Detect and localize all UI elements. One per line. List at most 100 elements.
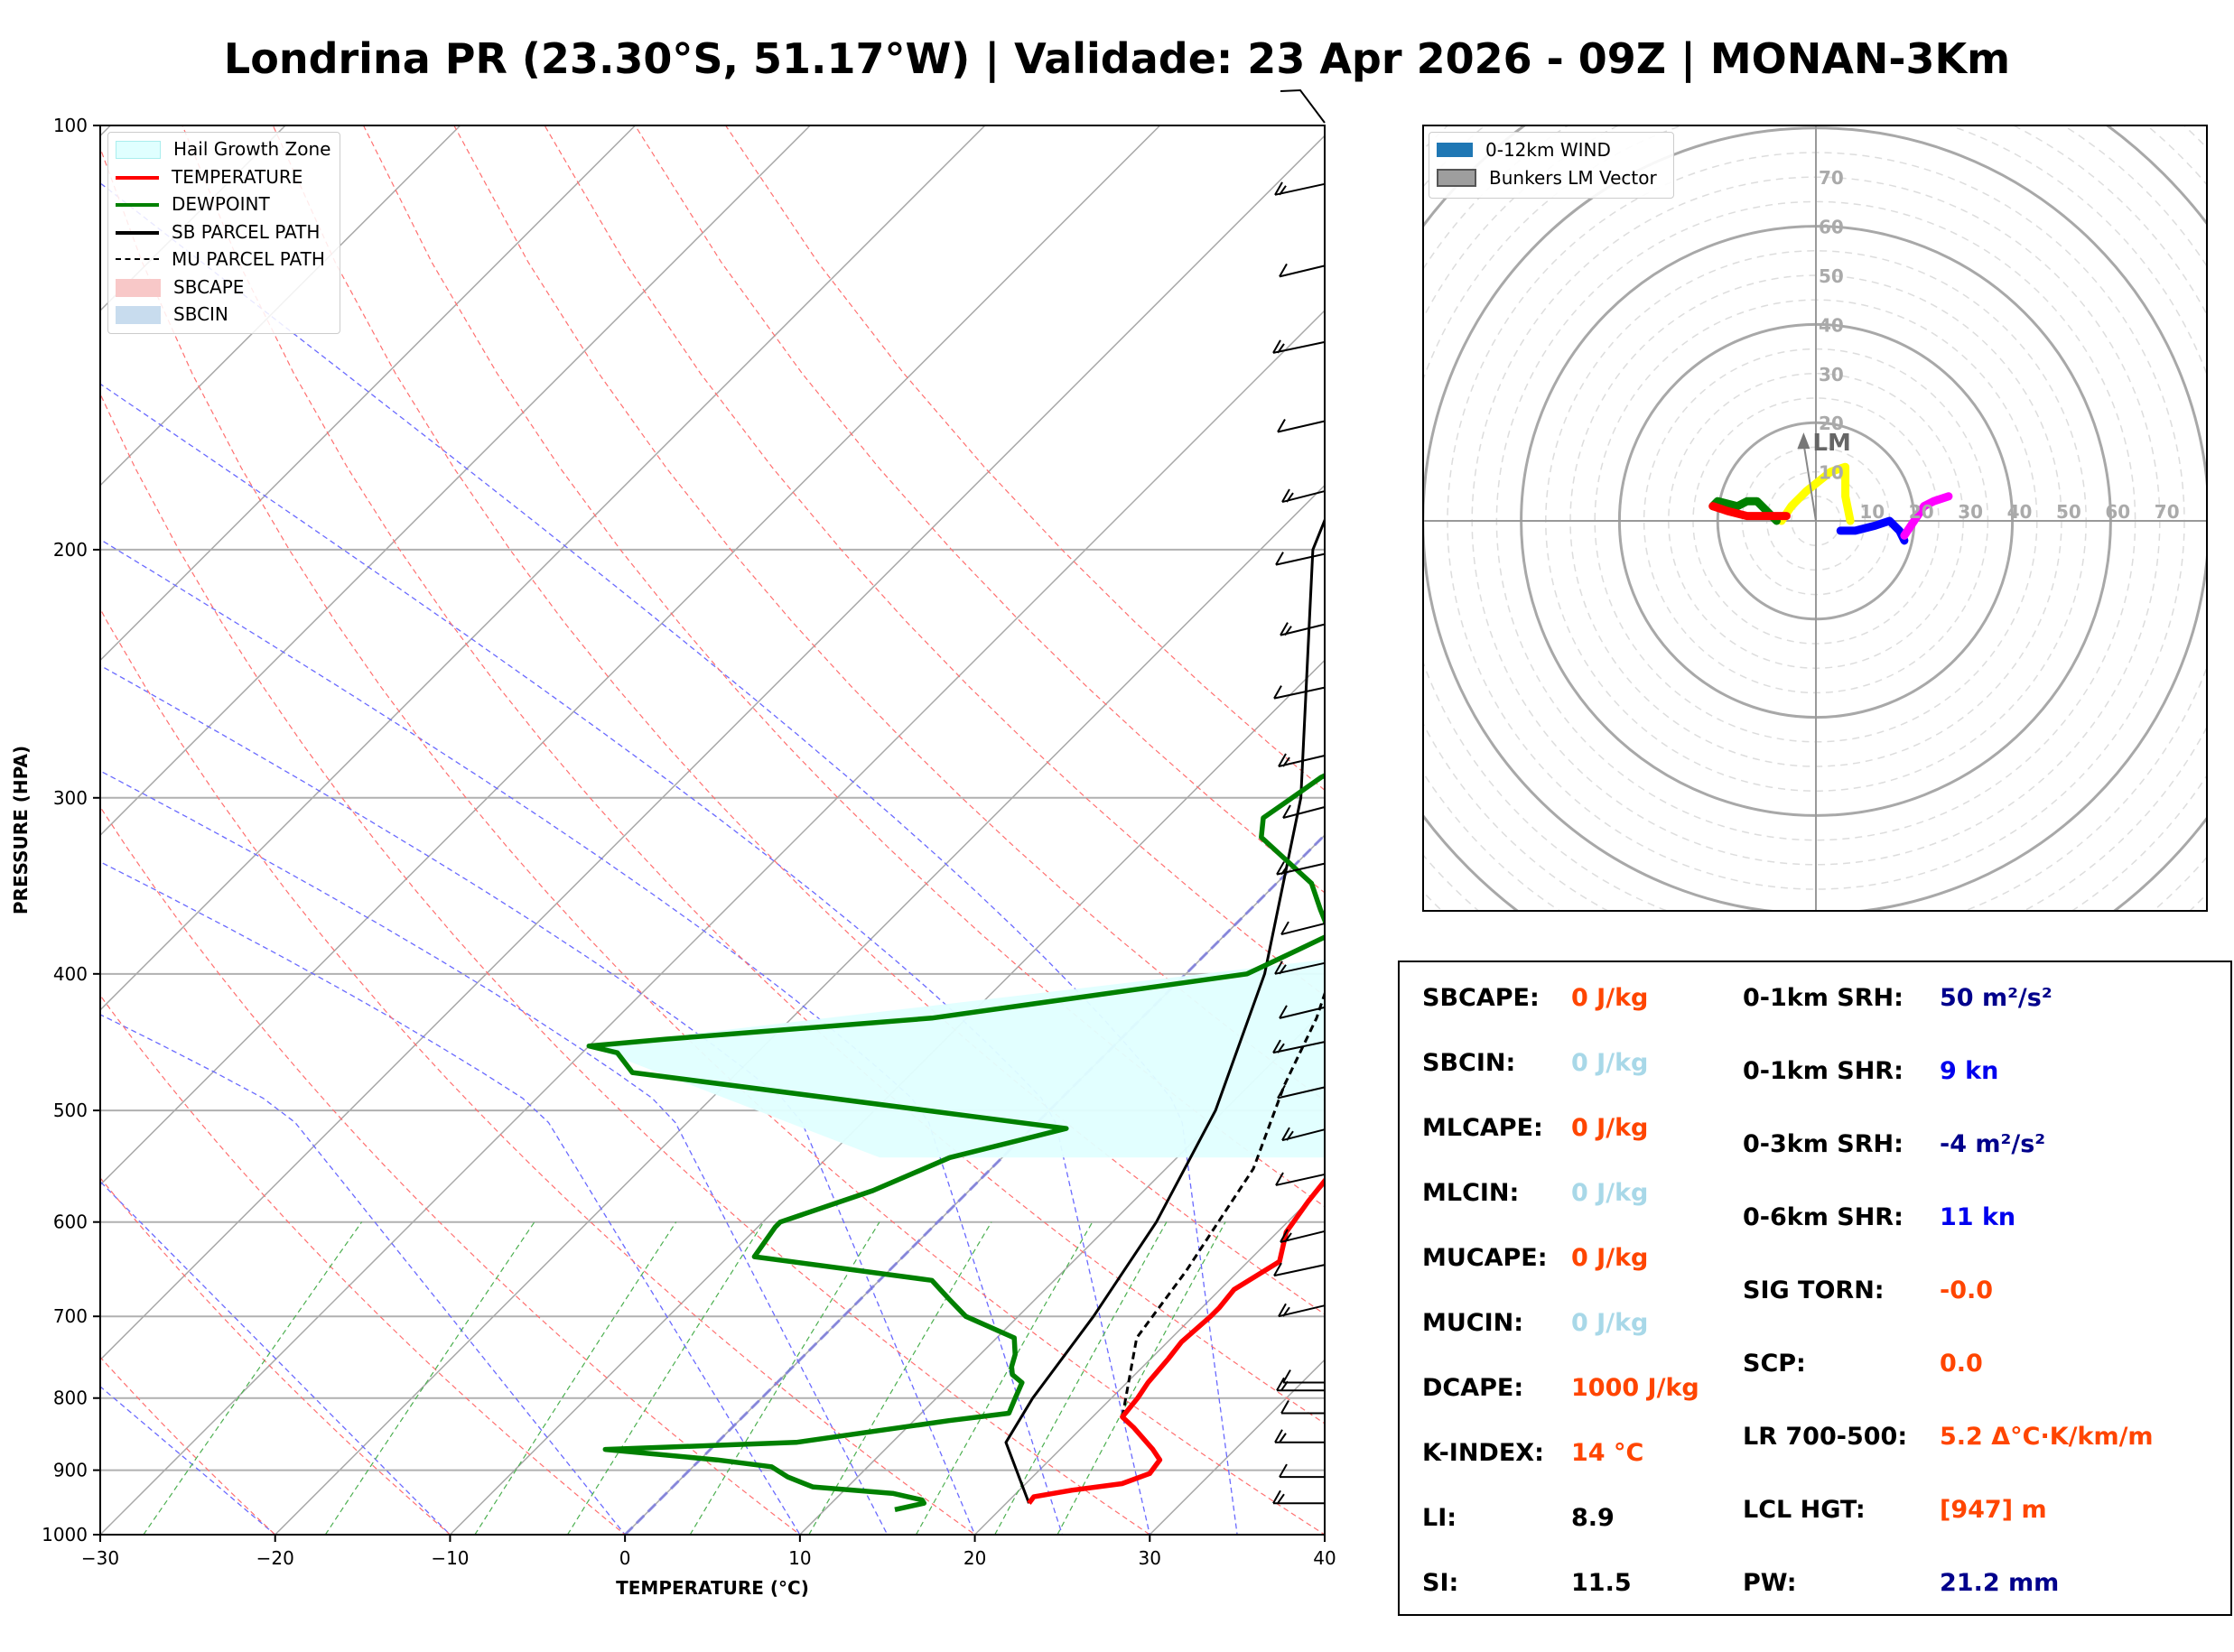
wind-barb — [1280, 921, 1326, 936]
ring-label-y: 70 — [1819, 167, 1844, 189]
mixing-ratio-line — [143, 1221, 363, 1535]
isotherm-line — [100, 135, 1325, 1361]
legend-label: Hail Growth Zone — [173, 138, 331, 160]
wind-barb — [1280, 1399, 1325, 1415]
wind-barb — [1276, 861, 1326, 876]
x-tick-label: 20 — [963, 1547, 986, 1569]
stat-label: PW: — [1743, 1569, 1797, 1597]
hodograph-ring — [1251, 0, 2234, 1086]
stat-value: 0 J/kg — [1571, 1179, 1649, 1207]
wind-barb — [1281, 1127, 1326, 1142]
y-tick-label: 400 — [53, 963, 88, 985]
dry-adiabat — [100, 608, 976, 1535]
y-tick-label: 600 — [53, 1211, 88, 1233]
wind-barb — [1279, 1463, 1325, 1479]
wind-barb — [1282, 1369, 1325, 1384]
hodograph-legend: 0-12km WIND Bunkers LM Vector — [1429, 132, 1674, 199]
wind-barb — [1280, 88, 1326, 124]
dry-adiabat — [725, 125, 1325, 792]
ring-label-y: 30 — [1819, 364, 1844, 385]
ring-label-x: 10 — [1859, 501, 1885, 523]
dry-adiabat — [100, 393, 1151, 1535]
mixing-ratio-line — [324, 1221, 535, 1535]
hodograph-segment — [1777, 462, 1855, 525]
isotherm-line — [100, 309, 1325, 1535]
lm-annotation: LM — [1812, 430, 1850, 457]
stat-label: DCAPE: — [1422, 1374, 1524, 1402]
skewt-legend: Hail Growth Zone TEMPERATURE DEWPOINT SB PA… — [107, 132, 340, 334]
hodograph-ring — [1226, 0, 2234, 1110]
legend-swatch — [116, 278, 161, 297]
ring-label-x: 70 — [2155, 501, 2180, 523]
dry-adiabat — [100, 806, 801, 1535]
x-axis-label: TEMPERATURE (°C) — [616, 1577, 809, 1599]
legend-label: SBCAPE — [173, 275, 245, 298]
hodograph-segment — [1708, 497, 1781, 525]
y-tick-label: 700 — [53, 1305, 88, 1327]
wind-barb — [1274, 181, 1326, 196]
stat-value: 5.2 Δ°C·K/km/m — [1940, 1423, 2154, 1451]
dry-adiabat — [100, 146, 1325, 1535]
y-tick-label: 500 — [53, 1100, 88, 1121]
ring-label-y: 10 — [1819, 462, 1844, 484]
ring-label-y: 20 — [1819, 413, 1844, 434]
ring-label-x: 60 — [2105, 501, 2130, 523]
legend-label: TEMPERATURE — [172, 165, 303, 188]
legend-entry: Hail Growth Zone — [116, 138, 330, 160]
ring-label-x: 30 — [1958, 501, 1983, 523]
mixing-ratio-line — [689, 1221, 880, 1535]
hodograph-ring — [1423, 125, 2207, 911]
stat-value: 0 J/kg — [1571, 984, 1649, 1012]
stat-value: 50 m²/s² — [1940, 984, 2052, 1012]
stats-panel: SBCAPE: 0 J/kg SBCIN: 0 J/kg MLCAPE: 0 J/kg ML… — [1398, 961, 2232, 1616]
ring-label-y: 40 — [1819, 314, 1844, 336]
wind-barb — [1282, 804, 1326, 819]
stat-label: MLCIN: — [1422, 1179, 1520, 1207]
isotherm-line — [798, 1008, 1325, 1535]
wind-barb — [1272, 339, 1326, 354]
wind-barb — [1277, 1084, 1326, 1100]
wind-barb — [1280, 622, 1326, 636]
isotherm-line — [449, 659, 1325, 1535]
wind-barb — [1274, 961, 1326, 975]
stat-label: SBCAPE: — [1422, 984, 1540, 1012]
stat-label: K-INDEX: — [1422, 1439, 1544, 1467]
stat-value: 11.5 — [1571, 1569, 1632, 1597]
mu-parcel-path-line — [1121, 989, 1325, 1417]
dewpoint-line — [586, 773, 1325, 1512]
stat-label: 0-3km SRH: — [1743, 1130, 1904, 1158]
dry-adiabat — [544, 125, 1325, 998]
wind-barb — [1272, 1039, 1326, 1054]
hodo-legend-swatch — [1437, 143, 1473, 157]
mixing-ratio-line — [1056, 1221, 1226, 1535]
x-tick-label: −30 — [81, 1547, 119, 1569]
stat-label: LCL HGT: — [1743, 1496, 1866, 1524]
bunkers-lm-vector — [1802, 442, 1817, 522]
plot-frame — [99, 125, 1326, 1536]
stat-value: -0.0 — [1940, 1276, 1994, 1304]
stat-value: 8.9 — [1571, 1504, 1615, 1532]
wind-barb — [1281, 488, 1326, 504]
wind-barb — [1273, 685, 1326, 700]
stat-label: 0-1km SHR: — [1743, 1057, 1904, 1085]
stat-value: 14 °C — [1571, 1439, 1644, 1467]
isotherm-line — [100, 125, 461, 487]
hodograph-segment — [1836, 516, 1909, 545]
legend-swatch — [116, 248, 159, 270]
y-axis-label: PRESSURE (HPA) — [10, 746, 32, 914]
x-tick-label: −20 — [256, 1547, 294, 1569]
y-tick-label: 100 — [53, 115, 88, 136]
hodo-legend-label: 0-12km WIND — [1485, 139, 1611, 161]
isotherm-line — [973, 1183, 1325, 1535]
hodograph-segment — [1900, 492, 1953, 540]
temperature-line — [1027, 1176, 1325, 1505]
stat-label: SCP: — [1743, 1350, 1806, 1378]
hodograph-plot — [1226, 0, 2234, 1110]
stat-value: 0 J/kg — [1571, 1244, 1649, 1272]
hodo-legend-entry: Bunkers LM Vector — [1437, 167, 1657, 189]
ring-label-y: 60 — [1819, 217, 1844, 238]
moist-adiabat — [100, 1180, 451, 1535]
stat-label: SBCIN: — [1422, 1049, 1516, 1077]
legend-label: DEWPOINT — [172, 193, 270, 215]
